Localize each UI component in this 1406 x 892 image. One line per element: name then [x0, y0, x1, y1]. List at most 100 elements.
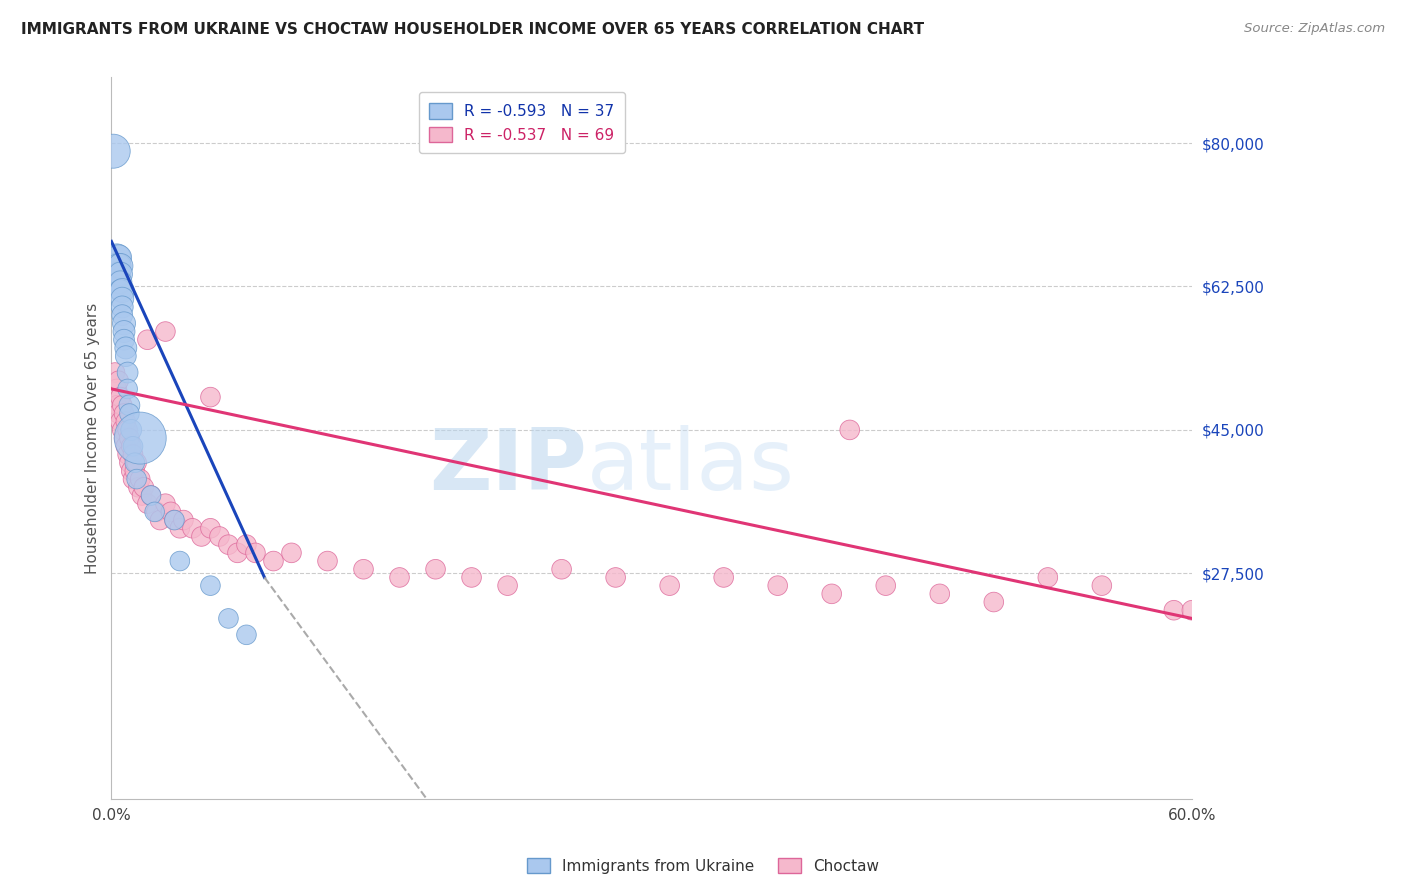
- Point: [425, 562, 447, 576]
- Legend: Immigrants from Ukraine, Choctaw: Immigrants from Ukraine, Choctaw: [522, 852, 884, 880]
- Point: [118, 456, 141, 470]
- Point: [105, 251, 128, 265]
- Point: [118, 398, 141, 412]
- Point: [105, 259, 128, 273]
- Point: [110, 259, 132, 273]
- Point: [713, 570, 735, 584]
- Point: [460, 570, 482, 584]
- Point: [104, 366, 127, 380]
- Point: [550, 562, 572, 576]
- Point: [112, 431, 135, 445]
- Point: [217, 538, 239, 552]
- Point: [120, 439, 142, 453]
- Point: [114, 415, 136, 429]
- Point: [117, 382, 139, 396]
- Point: [110, 415, 132, 429]
- Point: [114, 349, 136, 363]
- Point: [143, 505, 166, 519]
- Point: [117, 423, 139, 437]
- Point: [125, 456, 148, 470]
- Point: [139, 488, 162, 502]
- Point: [111, 300, 134, 314]
- Point: [112, 316, 135, 330]
- Point: [200, 390, 222, 404]
- Point: [110, 284, 132, 298]
- Point: [263, 554, 285, 568]
- Point: [125, 472, 148, 486]
- Point: [114, 341, 136, 355]
- Point: [1036, 570, 1059, 584]
- Point: [124, 464, 146, 478]
- Point: [139, 488, 162, 502]
- Point: [118, 431, 141, 445]
- Point: [190, 529, 212, 543]
- Point: [235, 628, 257, 642]
- Point: [821, 587, 844, 601]
- Point: [117, 366, 139, 380]
- Point: [983, 595, 1005, 609]
- Point: [838, 423, 860, 437]
- Point: [1163, 603, 1185, 617]
- Legend: R = -0.593   N = 37, R = -0.537   N = 69: R = -0.593 N = 37, R = -0.537 N = 69: [419, 92, 626, 153]
- Text: Source: ZipAtlas.com: Source: ZipAtlas.com: [1244, 22, 1385, 36]
- Point: [114, 439, 136, 453]
- Point: [181, 521, 204, 535]
- Point: [1091, 579, 1114, 593]
- Point: [122, 448, 145, 462]
- Point: [120, 423, 142, 437]
- Point: [112, 325, 135, 339]
- Point: [217, 611, 239, 625]
- Point: [1181, 603, 1204, 617]
- Point: [111, 292, 134, 306]
- Point: [111, 398, 134, 412]
- Point: [316, 554, 339, 568]
- Point: [107, 259, 129, 273]
- Point: [112, 333, 135, 347]
- Point: [169, 521, 191, 535]
- Point: [136, 333, 159, 347]
- Point: [105, 267, 128, 281]
- Point: [353, 562, 375, 576]
- Point: [200, 579, 222, 593]
- Point: [107, 251, 129, 265]
- Point: [172, 513, 194, 527]
- Point: [103, 145, 125, 159]
- Point: [163, 513, 186, 527]
- Point: [124, 456, 146, 470]
- Point: [118, 407, 141, 421]
- Point: [105, 398, 128, 412]
- Point: [226, 546, 249, 560]
- Point: [122, 439, 145, 453]
- Point: [136, 497, 159, 511]
- Point: [105, 382, 128, 396]
- Point: [928, 587, 950, 601]
- Point: [112, 407, 135, 421]
- Y-axis label: Householder Income Over 65 years: Householder Income Over 65 years: [86, 302, 100, 574]
- Point: [107, 407, 129, 421]
- Point: [129, 472, 152, 486]
- Point: [496, 579, 519, 593]
- Point: [110, 276, 132, 290]
- Point: [280, 546, 302, 560]
- Point: [200, 521, 222, 535]
- Point: [107, 276, 129, 290]
- Point: [111, 308, 134, 322]
- Point: [122, 472, 145, 486]
- Point: [120, 464, 142, 478]
- Point: [208, 529, 231, 543]
- Point: [245, 546, 267, 560]
- Point: [235, 538, 257, 552]
- Point: [107, 267, 129, 281]
- Point: [111, 423, 134, 437]
- Point: [117, 448, 139, 462]
- Text: atlas: atlas: [586, 425, 794, 508]
- Point: [107, 374, 129, 388]
- Point: [658, 579, 681, 593]
- Text: IMMIGRANTS FROM UKRAINE VS CHOCTAW HOUSEHOLDER INCOME OVER 65 YEARS CORRELATION : IMMIGRANTS FROM UKRAINE VS CHOCTAW HOUSE…: [21, 22, 924, 37]
- Point: [388, 570, 411, 584]
- Point: [149, 513, 172, 527]
- Point: [110, 390, 132, 404]
- Point: [766, 579, 789, 593]
- Point: [169, 554, 191, 568]
- Point: [127, 480, 149, 494]
